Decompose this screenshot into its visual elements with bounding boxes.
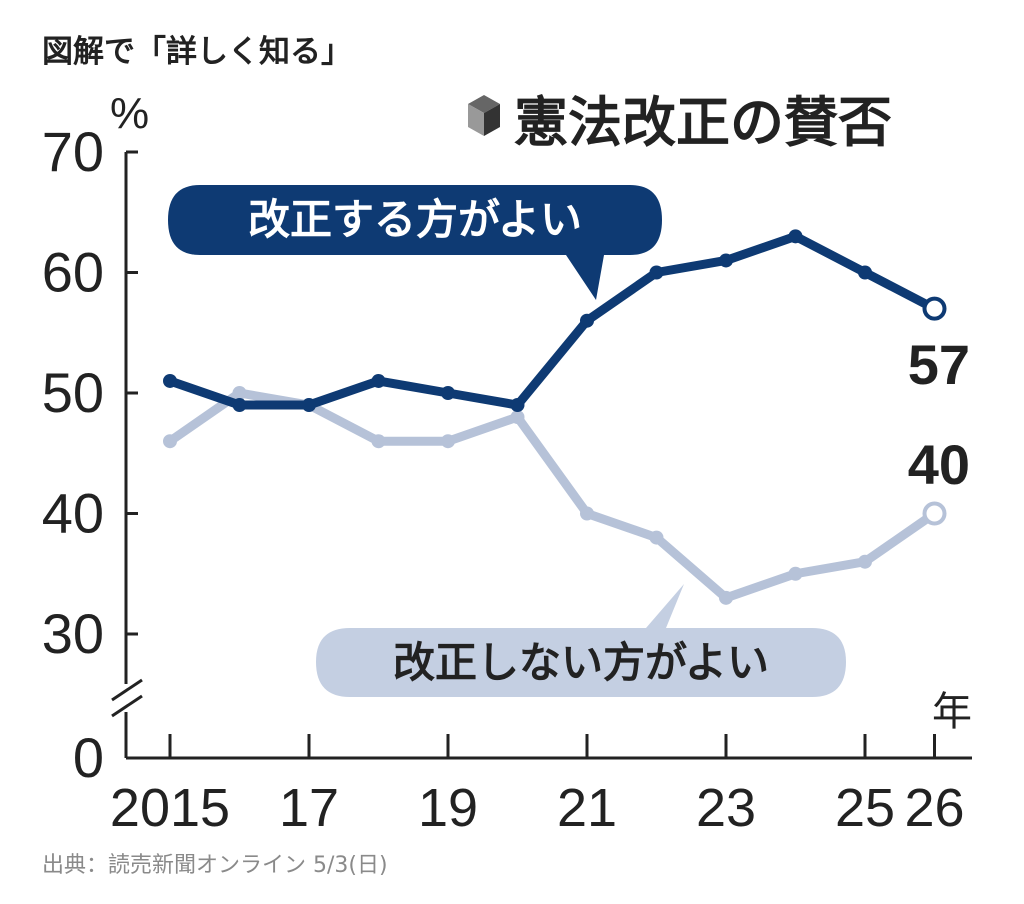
end-label-series-2: 40 [908,433,970,496]
data-point [302,398,316,413]
y-tick-label: 50 [42,361,104,424]
x-tick-label: 2015 [110,778,230,838]
chart-title: 憲法改正の賛否 [514,91,892,154]
axis-break-mark [111,678,143,702]
end-label-series-1: 57 [908,333,970,396]
data-point [649,265,664,280]
data-point [788,566,803,581]
data-point [580,506,594,521]
series-2 [163,386,947,605]
page-title: 図解で「詳しく知る」 [42,34,352,70]
y-tick-label: 40 [42,482,104,545]
x-tick-label: 23 [696,778,756,838]
data-point [510,398,525,413]
source-caption: 出典：読売新聞オンライン 5/3(日) [42,853,388,878]
data-point [510,410,525,425]
x-tick-label: 19 [418,778,478,838]
x-axis: 2015 17 19 21 23 25 26 [110,734,972,838]
data-point [922,296,947,321]
y-tick-label: 30 [42,602,104,665]
data-point [719,590,733,605]
callout-kaisei-shinai: 改正しない方がよい [316,584,846,697]
y-tick-label: 70 [42,120,104,183]
callout-label: 改正しない方がよい [393,638,769,687]
data-point [441,434,455,449]
y-unit-label: % [110,89,149,138]
data-point [441,386,455,400]
data-point [922,501,947,526]
data-point [371,434,386,449]
data-point [719,253,733,268]
x-tick-label: 26 [904,778,964,838]
series-line [165,388,939,603]
data-point [788,229,803,244]
callout-label: 改正する方がよい [248,195,582,244]
data-point [858,554,872,569]
axis-break-mark [111,694,143,718]
data-point [649,530,664,545]
data-point [371,373,386,388]
x-tick-label: 21 [557,778,617,838]
cube-icon [468,95,500,136]
data-point [858,265,872,280]
data-point [232,398,247,413]
y-tick-label: 0 [73,726,104,789]
callout-kaisei-suru: 改正する方がよい [168,185,662,300]
data-point [163,434,177,449]
data-point [580,313,594,328]
series-layer [163,229,947,605]
y-tick-label: 60 [42,241,104,304]
series-line [165,231,939,410]
x-unit-label: 年 [932,689,972,735]
series-1 [163,229,947,413]
data-point [232,386,247,400]
x-tick-label: 17 [279,778,339,838]
data-point [163,373,177,388]
x-tick-label: 25 [835,778,895,838]
y-axis: 0 30 40 50 60 70 [42,120,143,789]
